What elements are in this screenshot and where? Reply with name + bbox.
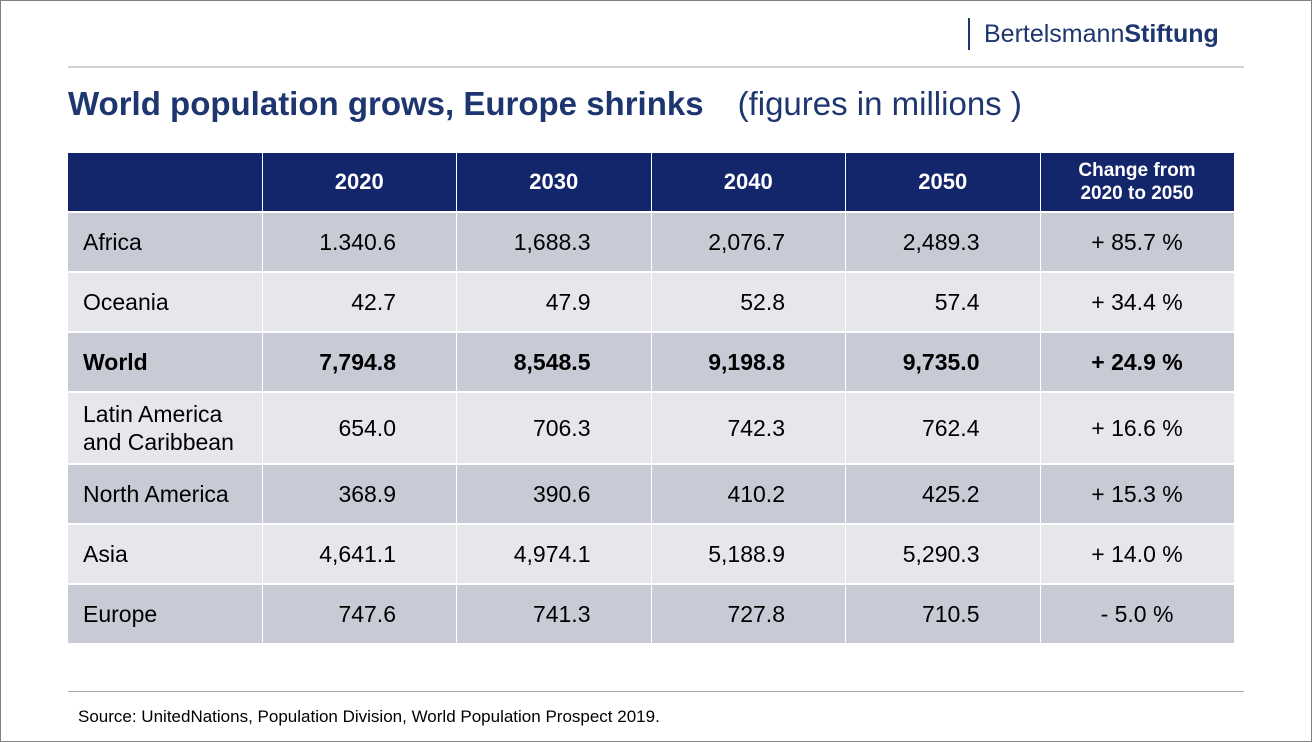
table-header-row: 2020 2030 2040 2050 Change from 2020 to … — [68, 153, 1235, 212]
row-value-2050: 57.4 — [845, 271, 1041, 332]
row-change: + 16.6 % — [1040, 391, 1235, 464]
header-2050: 2050 — [845, 153, 1041, 212]
top-divider — [68, 66, 1244, 68]
row-value-2030: 741.3 — [456, 583, 652, 643]
row-value-2030: 1,688.3 — [456, 211, 652, 272]
table-row: Latin America and Caribbean 654.0 706.3 … — [68, 391, 1235, 464]
row-region: North America — [68, 463, 263, 524]
row-region: Africa — [68, 211, 263, 272]
header-change-line2: 2020 to 2050 — [1080, 183, 1194, 204]
population-table: 2020 2030 2040 2050 Change from 2020 to … — [68, 153, 1235, 643]
page-title: World population grows, Europe shrinks (f… — [68, 85, 1022, 123]
row-change: + 14.0 % — [1040, 523, 1235, 584]
row-value-2050: 762.4 — [845, 391, 1041, 464]
row-change: + 15.3 % — [1040, 463, 1235, 524]
bottom-divider — [68, 691, 1244, 692]
row-value-2040: 5,188.9 — [651, 523, 846, 584]
row-change: - 5.0 % — [1040, 583, 1235, 643]
row-region-line2: and Caribbean — [83, 429, 234, 455]
row-region: Latin America and Caribbean — [68, 391, 263, 464]
row-value-2040: 727.8 — [651, 583, 846, 643]
row-value-2020: 747.6 — [262, 583, 457, 643]
row-value-2040: 9,198.8 — [651, 331, 846, 392]
header-region — [68, 153, 263, 212]
row-change: + 34.4 % — [1040, 271, 1235, 332]
row-value-2020: 1.340.6 — [262, 211, 457, 272]
row-value-2020: 42.7 — [262, 271, 457, 332]
row-value-2020: 7,794.8 — [262, 331, 457, 392]
row-value-2030: 390.6 — [456, 463, 652, 524]
logo-bar — [968, 18, 970, 50]
row-change: + 85.7 % — [1040, 211, 1235, 272]
row-value-2030: 47.9 — [456, 271, 652, 332]
row-value-2040: 52.8 — [651, 271, 846, 332]
bertelsmann-stiftung-logo: Bertelsmann Stiftung — [968, 18, 1219, 50]
row-change: + 24.9 % — [1040, 331, 1235, 392]
source-note: Source: UnitedNations, Population Divisi… — [78, 707, 660, 726]
header-2040: 2040 — [651, 153, 846, 212]
row-value-2050: 2,489.3 — [845, 211, 1041, 272]
row-value-2030: 706.3 — [456, 391, 652, 464]
row-region: Oceania — [68, 271, 263, 332]
header-change: Change from 2020 to 2050 — [1040, 153, 1235, 212]
table-row-world: World 7,794.8 8,548.5 9,198.8 9,735.0 + … — [68, 331, 1235, 392]
header-change-line1: Change from — [1078, 160, 1196, 181]
header-2020: 2020 — [262, 153, 457, 212]
row-value-2050: 710.5 — [845, 583, 1041, 643]
logo-text-bold: Stiftung — [1124, 19, 1219, 48]
row-value-2040: 742.3 — [651, 391, 846, 464]
table-row: Africa 1.340.6 1,688.3 2,076.7 2,489.3 +… — [68, 211, 1235, 272]
row-value-2040: 2,076.7 — [651, 211, 846, 272]
row-value-2020: 654.0 — [262, 391, 457, 464]
row-region: Europe — [68, 583, 263, 643]
title-main: World population grows, Europe shrinks — [68, 85, 704, 122]
row-region: Asia — [68, 523, 263, 584]
table-row: Europe 747.6 741.3 727.8 710.5 - 5.0 % — [68, 583, 1235, 643]
row-value-2040: 410.2 — [651, 463, 846, 524]
row-value-2030: 4,974.1 — [456, 523, 652, 584]
row-region-line1: Latin America — [83, 401, 223, 427]
row-region: World — [68, 331, 263, 392]
table-row: Asia 4,641.1 4,974.1 5,188.9 5,290.3 + 1… — [68, 523, 1235, 584]
row-value-2020: 368.9 — [262, 463, 457, 524]
table-row: Oceania 42.7 47.9 52.8 57.4 + 34.4 % — [68, 271, 1235, 332]
logo-text-light: Bertelsmann — [984, 19, 1125, 48]
row-value-2050: 9,735.0 — [845, 331, 1041, 392]
row-value-2050: 425.2 — [845, 463, 1041, 524]
row-value-2050: 5,290.3 — [845, 523, 1041, 584]
row-value-2020: 4,641.1 — [262, 523, 457, 584]
row-value-2030: 8,548.5 — [456, 331, 652, 392]
table-row: North America 368.9 390.6 410.2 425.2 + … — [68, 463, 1235, 524]
header-2030: 2030 — [456, 153, 652, 212]
title-sub: (figures in millions ) — [737, 85, 1022, 122]
